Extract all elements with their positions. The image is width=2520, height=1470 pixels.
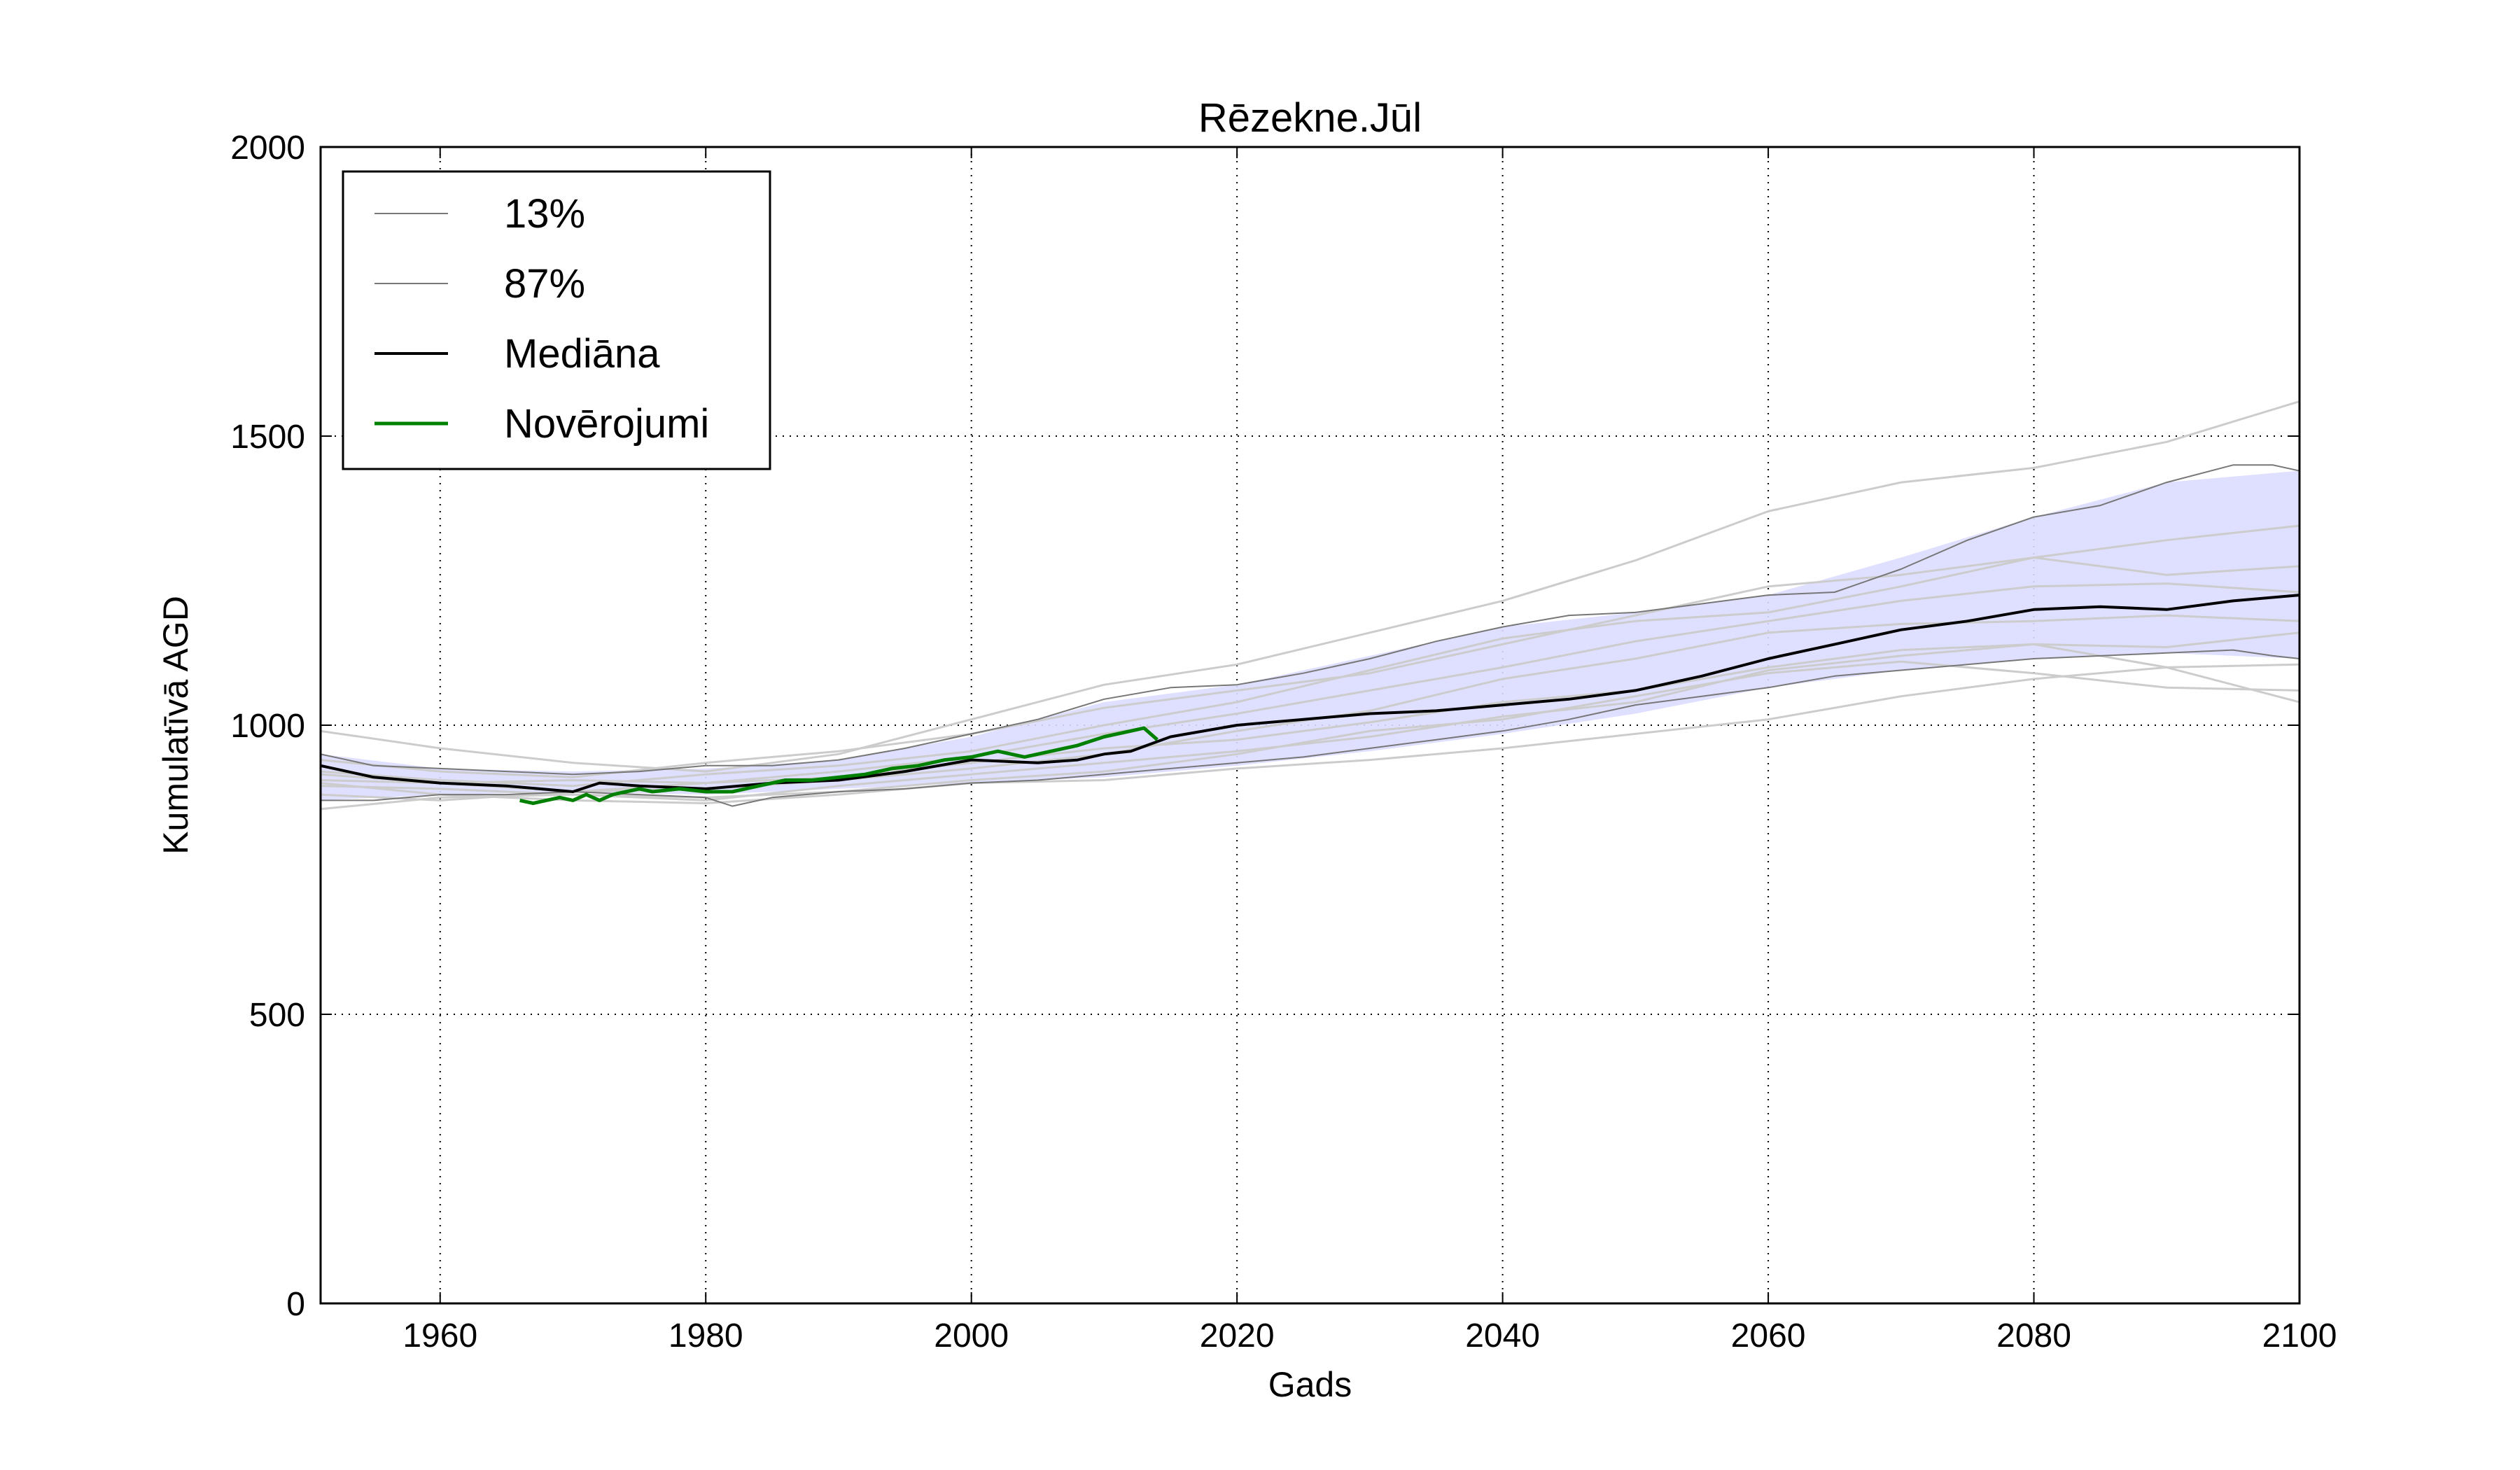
ensemble-line <box>321 663 2300 804</box>
series-lines <box>321 464 2300 807</box>
legend-label: 13% <box>504 191 585 237</box>
series-line-lower <box>321 649 2300 807</box>
legend-label: Novērojumi <box>504 401 709 447</box>
series-line-observed <box>519 726 1158 805</box>
x-tick-label: 2040 <box>1465 1317 1540 1354</box>
y-axis-label: Kumulatīvā AGD <box>156 596 195 855</box>
x-tick-label: 1960 <box>402 1317 477 1354</box>
ensemble-line <box>321 660 2300 799</box>
x-tick-label: 2080 <box>1996 1317 2071 1354</box>
ensemble-line <box>321 643 2300 785</box>
y-tick-label: 2000 <box>230 130 305 167</box>
x-tick-label: 2060 <box>1731 1317 1806 1354</box>
y-tick-label: 1500 <box>230 419 305 456</box>
legend-label: 87% <box>504 261 585 307</box>
ensemble-line <box>321 631 2300 811</box>
series-line-median <box>321 594 2300 793</box>
legend-label: Mediāna <box>504 331 660 377</box>
y-tick-label: 500 <box>249 997 305 1034</box>
x-axis-label: Gads <box>1268 1365 1352 1404</box>
series-line-upper <box>321 464 2300 776</box>
legend-item-upper: 87% <box>374 261 585 307</box>
legend-box <box>342 170 771 470</box>
ensemble-line <box>321 400 2300 773</box>
band-area <box>321 470 2300 801</box>
x-tick-label: 2000 <box>934 1317 1009 1354</box>
legend-item-lower: 13% <box>374 191 585 237</box>
ensemble-line <box>321 556 2300 778</box>
legend: 13% 87% Mediāna Novērojumi <box>342 170 771 470</box>
chart-title: Rēzekne.Jūl <box>1198 95 1422 141</box>
x-axis-ticks: 1960 1980 2000 2020 2040 2060 2080 2100 <box>402 147 2337 1354</box>
x-tick-label: 2020 <box>1200 1317 1275 1354</box>
y-tick-label: 1000 <box>230 708 305 745</box>
legend-item-median: Mediāna <box>374 331 660 377</box>
legend-item-observed: Novērojumi <box>374 401 709 447</box>
x-tick-label: 1980 <box>668 1317 743 1354</box>
percentile-band <box>321 470 2300 801</box>
y-axis-ticks: 0 500 1000 1500 2000 <box>230 130 2300 1323</box>
y-tick-label: 0 <box>286 1286 305 1323</box>
x-tick-label: 2100 <box>2262 1317 2337 1354</box>
ensemble-line <box>321 524 2300 788</box>
